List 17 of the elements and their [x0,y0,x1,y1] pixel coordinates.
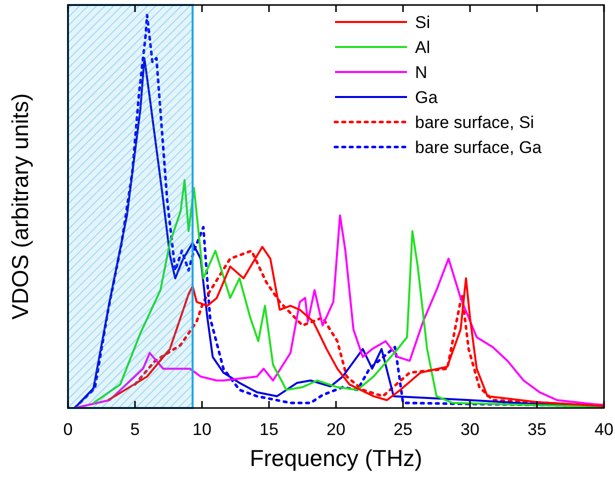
x-axis-title: Frequency (THz) [250,445,422,471]
x-tick-label: 25 [394,420,412,439]
x-tick-label: 30 [460,420,480,439]
x-tick-label: 35 [528,420,546,439]
x-tick-label: 20 [326,420,346,439]
x-tick-label: 15 [260,420,278,439]
legend-label: bare surface, Ga [415,138,542,157]
x-tick-label: 0 [63,420,73,439]
legend-label: N [415,63,428,82]
legend-label: Ga [415,88,438,107]
legend-label: bare surface, Si [415,113,534,132]
y-axis-title: VDOS (arbitrary units) [7,93,33,320]
legend-label: Al [415,38,430,57]
x-tick-label: 40 [594,420,614,439]
legend-label: Si [415,13,430,32]
x-tick-label: 5 [130,420,140,439]
x-tick-label: 10 [192,420,212,439]
